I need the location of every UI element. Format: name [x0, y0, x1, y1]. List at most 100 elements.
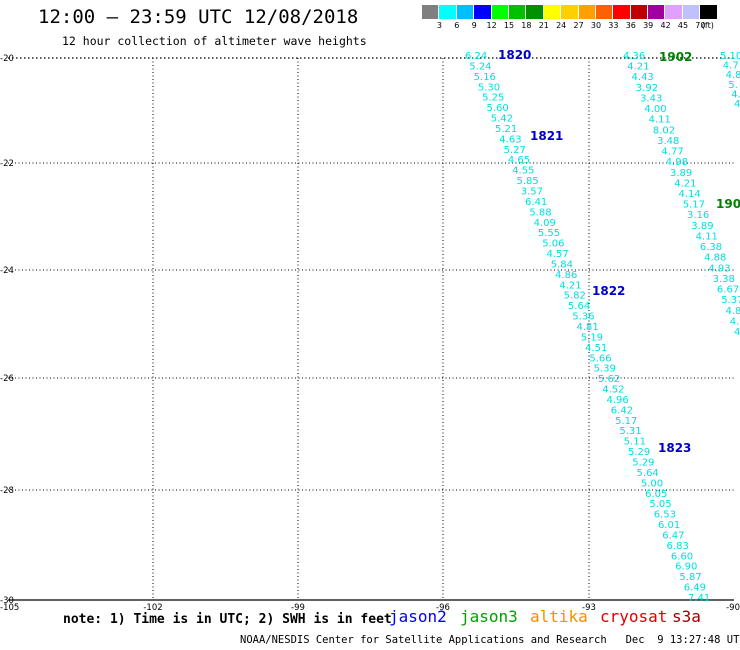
color-scale-label: 36 — [625, 21, 636, 30]
lat-tick-label: -20 — [0, 54, 14, 64]
track-value: 6.53 — [654, 510, 676, 521]
color-scale-label: 12 — [486, 21, 497, 30]
color-swatch — [578, 5, 596, 19]
track-value: 5.37 — [721, 295, 740, 306]
color-scale-label: 70 — [695, 21, 706, 30]
track-value: 5.64 — [568, 301, 590, 312]
color-swatch — [595, 5, 614, 19]
lat-tick-label: -22 — [0, 159, 14, 169]
color-swatch — [561, 5, 579, 19]
pass-label: 1822 — [592, 284, 625, 298]
track-value: 5.55 — [538, 228, 560, 239]
track-value: 3.16 — [687, 210, 709, 221]
track-value: 5.36 — [572, 312, 594, 323]
track-value: 5.21 — [495, 124, 517, 135]
track-value: 4.00 — [644, 104, 666, 115]
track-value: 6.47 — [662, 530, 684, 541]
track-value: 3.48 — [657, 136, 679, 147]
color-scale-label: 33 — [608, 21, 619, 30]
lat-tick-label: -24 — [0, 266, 14, 276]
track-value: 4. — [731, 89, 740, 100]
track-value: 4.21 — [627, 62, 649, 73]
track-value: 3.43 — [640, 93, 662, 104]
track-value: 4.81 — [577, 322, 599, 333]
lon-tick-label: -102 — [143, 603, 162, 613]
track-value: 4.11 — [649, 115, 671, 126]
pass-label: 1821 — [530, 129, 563, 143]
track-value: 3.57 — [521, 187, 543, 198]
lon-tick-label: -96 — [436, 603, 450, 613]
track-value: 6.42 — [611, 405, 633, 416]
color-swatch — [665, 5, 683, 19]
color-scale-labels: 3 6 9 12 15 18 21 24 27 30 33 36 39 42 45 70 (ft) — [422, 21, 740, 33]
track-value: 3.38 — [713, 274, 735, 285]
footer-note: note: 1) Time is in UTC; 2) SWH is in fe… — [63, 612, 392, 627]
track-value: 5.00 — [641, 478, 663, 489]
track-value: 5.16 — [474, 72, 496, 83]
color-swatch — [526, 5, 544, 19]
track-value: 5.84 — [551, 259, 573, 270]
track-value: 5.39 — [594, 364, 616, 375]
color-swatch — [613, 5, 631, 19]
track-value: 5.24 — [469, 61, 491, 72]
legend-cryosat: cryosat — [600, 607, 668, 626]
track-value: 4.7 — [723, 61, 739, 72]
track-value: 5.66 — [589, 353, 611, 364]
track-value: 6.49 — [684, 583, 706, 594]
track-value: 4.57 — [546, 249, 568, 260]
track-value: 4.63 — [499, 134, 521, 145]
track-value: 6.90 — [675, 562, 697, 573]
track-value: 6.38 — [700, 242, 722, 253]
track-value: 6.60 — [671, 551, 693, 562]
track-value: 4 — [734, 327, 740, 338]
color-swatch — [648, 5, 666, 19]
track-value: 5.10 — [720, 51, 740, 62]
track-value: 5.62 — [598, 374, 620, 385]
pass-label: 1902 — [659, 50, 692, 64]
track-value: 5.29 — [632, 458, 654, 469]
legend-jason2: jason2 — [389, 607, 447, 626]
lon-tick-label: -93 — [582, 603, 596, 613]
track-value: 5.11 — [624, 437, 646, 448]
color-swatch — [682, 5, 701, 19]
track-value: 4.11 — [696, 231, 718, 242]
color-scale-label: 45 — [677, 21, 689, 30]
track-value: 6.83 — [667, 541, 689, 552]
track-value: 4.85 — [725, 306, 740, 317]
track-value: 6.41 — [525, 197, 547, 208]
track-value: 4.96 — [607, 395, 629, 406]
track-value: 4.65 — [508, 155, 530, 166]
track-value: 6.05 — [645, 489, 667, 500]
track-value: 5.31 — [619, 426, 641, 437]
color-swatch — [474, 5, 492, 19]
track-value: 5. — [728, 80, 738, 91]
track-value: 5.17 — [683, 200, 705, 211]
color-scale-label: 39 — [643, 21, 654, 30]
track-value: 6.67 — [717, 285, 739, 296]
color-scale-bar — [422, 5, 718, 19]
track-value: 4.98 — [666, 157, 688, 168]
track-value: 5.30 — [478, 82, 500, 93]
color-swatch — [456, 5, 475, 19]
track-value: 5.27 — [504, 145, 526, 156]
color-scale-label: 27 — [573, 21, 584, 30]
lat-tick-label: -30 — [0, 596, 14, 606]
legend-altika: altika — [530, 607, 588, 626]
track-value: 4.55 — [512, 166, 534, 177]
track-value: 4.21 — [559, 280, 581, 291]
legend-jason3: jason3 — [460, 607, 518, 626]
track-value: 6.24 — [465, 51, 487, 62]
map-subtitle: 12 hour collection of altimeter wave hei… — [62, 34, 367, 48]
track-value: 5.87 — [679, 572, 701, 583]
track-value: 5.05 — [649, 499, 671, 510]
map-title: 12:00 – 23:59 UTC 12/08/2018 — [38, 6, 359, 28]
track-value: 3.89 — [691, 221, 713, 232]
track-value: 5.64 — [637, 468, 659, 479]
track-value: 4.52 — [602, 385, 624, 396]
track-value: 4.36 — [623, 51, 645, 62]
track-value: 4.09 — [534, 218, 556, 229]
color-swatch — [439, 5, 457, 19]
track-value: 5.85 — [516, 176, 538, 187]
track-value: 5.25 — [482, 93, 504, 104]
color-scale-unit: (ft) — [701, 21, 714, 30]
